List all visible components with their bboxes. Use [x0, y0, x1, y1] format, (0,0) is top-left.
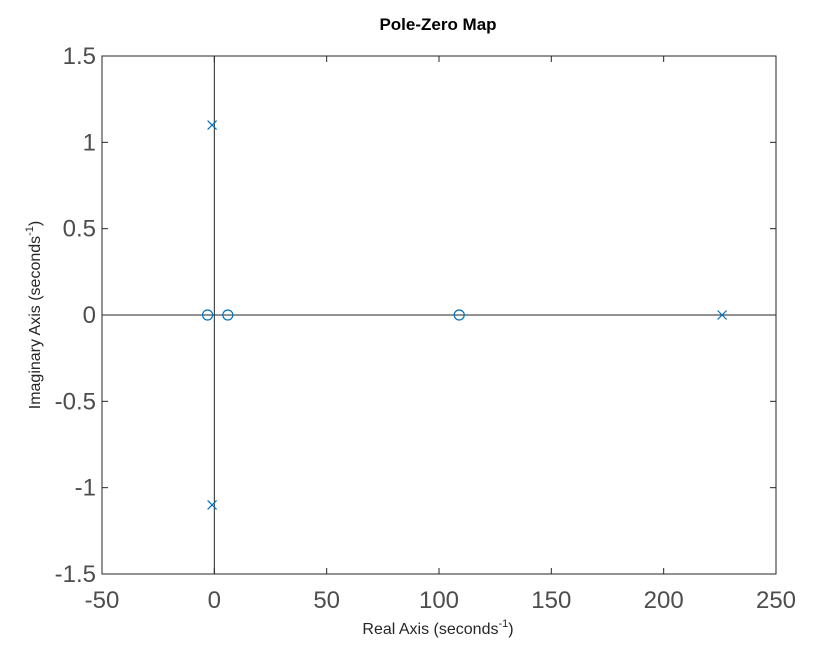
x-tick-label: 0	[208, 587, 221, 614]
x-axis-label: Real Axis (seconds-1)	[362, 618, 513, 638]
y-axis-label-exponent: -1	[24, 226, 36, 236]
y-tick-label: 0.5	[63, 216, 96, 243]
y-axis-label-text: Imaginary Axis (seconds	[27, 236, 44, 409]
x-tick-label: 250	[756, 587, 796, 614]
zero-marker	[222, 309, 234, 321]
x-tick-label: 200	[644, 587, 684, 614]
x-axis-label-exponent: -1	[498, 618, 508, 630]
pole-marker	[207, 120, 218, 130]
x-tick-label: -50	[85, 587, 120, 614]
x-axis-label-text: Real Axis (seconds	[362, 621, 498, 638]
chart-title: Pole-Zero Map	[379, 15, 496, 34]
pole-marker	[207, 500, 218, 510]
x-tick-label: 50	[313, 587, 340, 614]
y-tick-label: -1	[75, 475, 96, 502]
y-tick-label: 1.5	[63, 43, 96, 70]
pole-marker	[717, 310, 728, 320]
y-tick-label: 1	[83, 129, 96, 156]
x-tick-label: 100	[419, 587, 459, 614]
zero-marker	[453, 309, 465, 321]
x-tick-label: 150	[531, 587, 571, 614]
y-tick-label: -1.5	[55, 561, 96, 588]
y-axis-label: Imaginary Axis (seconds-1)	[24, 221, 44, 410]
zero-marker	[201, 309, 214, 321]
y-tick-label: 0	[83, 302, 96, 329]
plot-area: -50 0 50 100 150 200 250 -1.5 -1 -0.5 0 0.5 1 1.5	[55, 43, 796, 614]
x-axis-label-close: )	[508, 621, 513, 638]
y-axis-label-close: )	[27, 221, 44, 226]
y-tick-label: -0.5	[55, 388, 96, 415]
